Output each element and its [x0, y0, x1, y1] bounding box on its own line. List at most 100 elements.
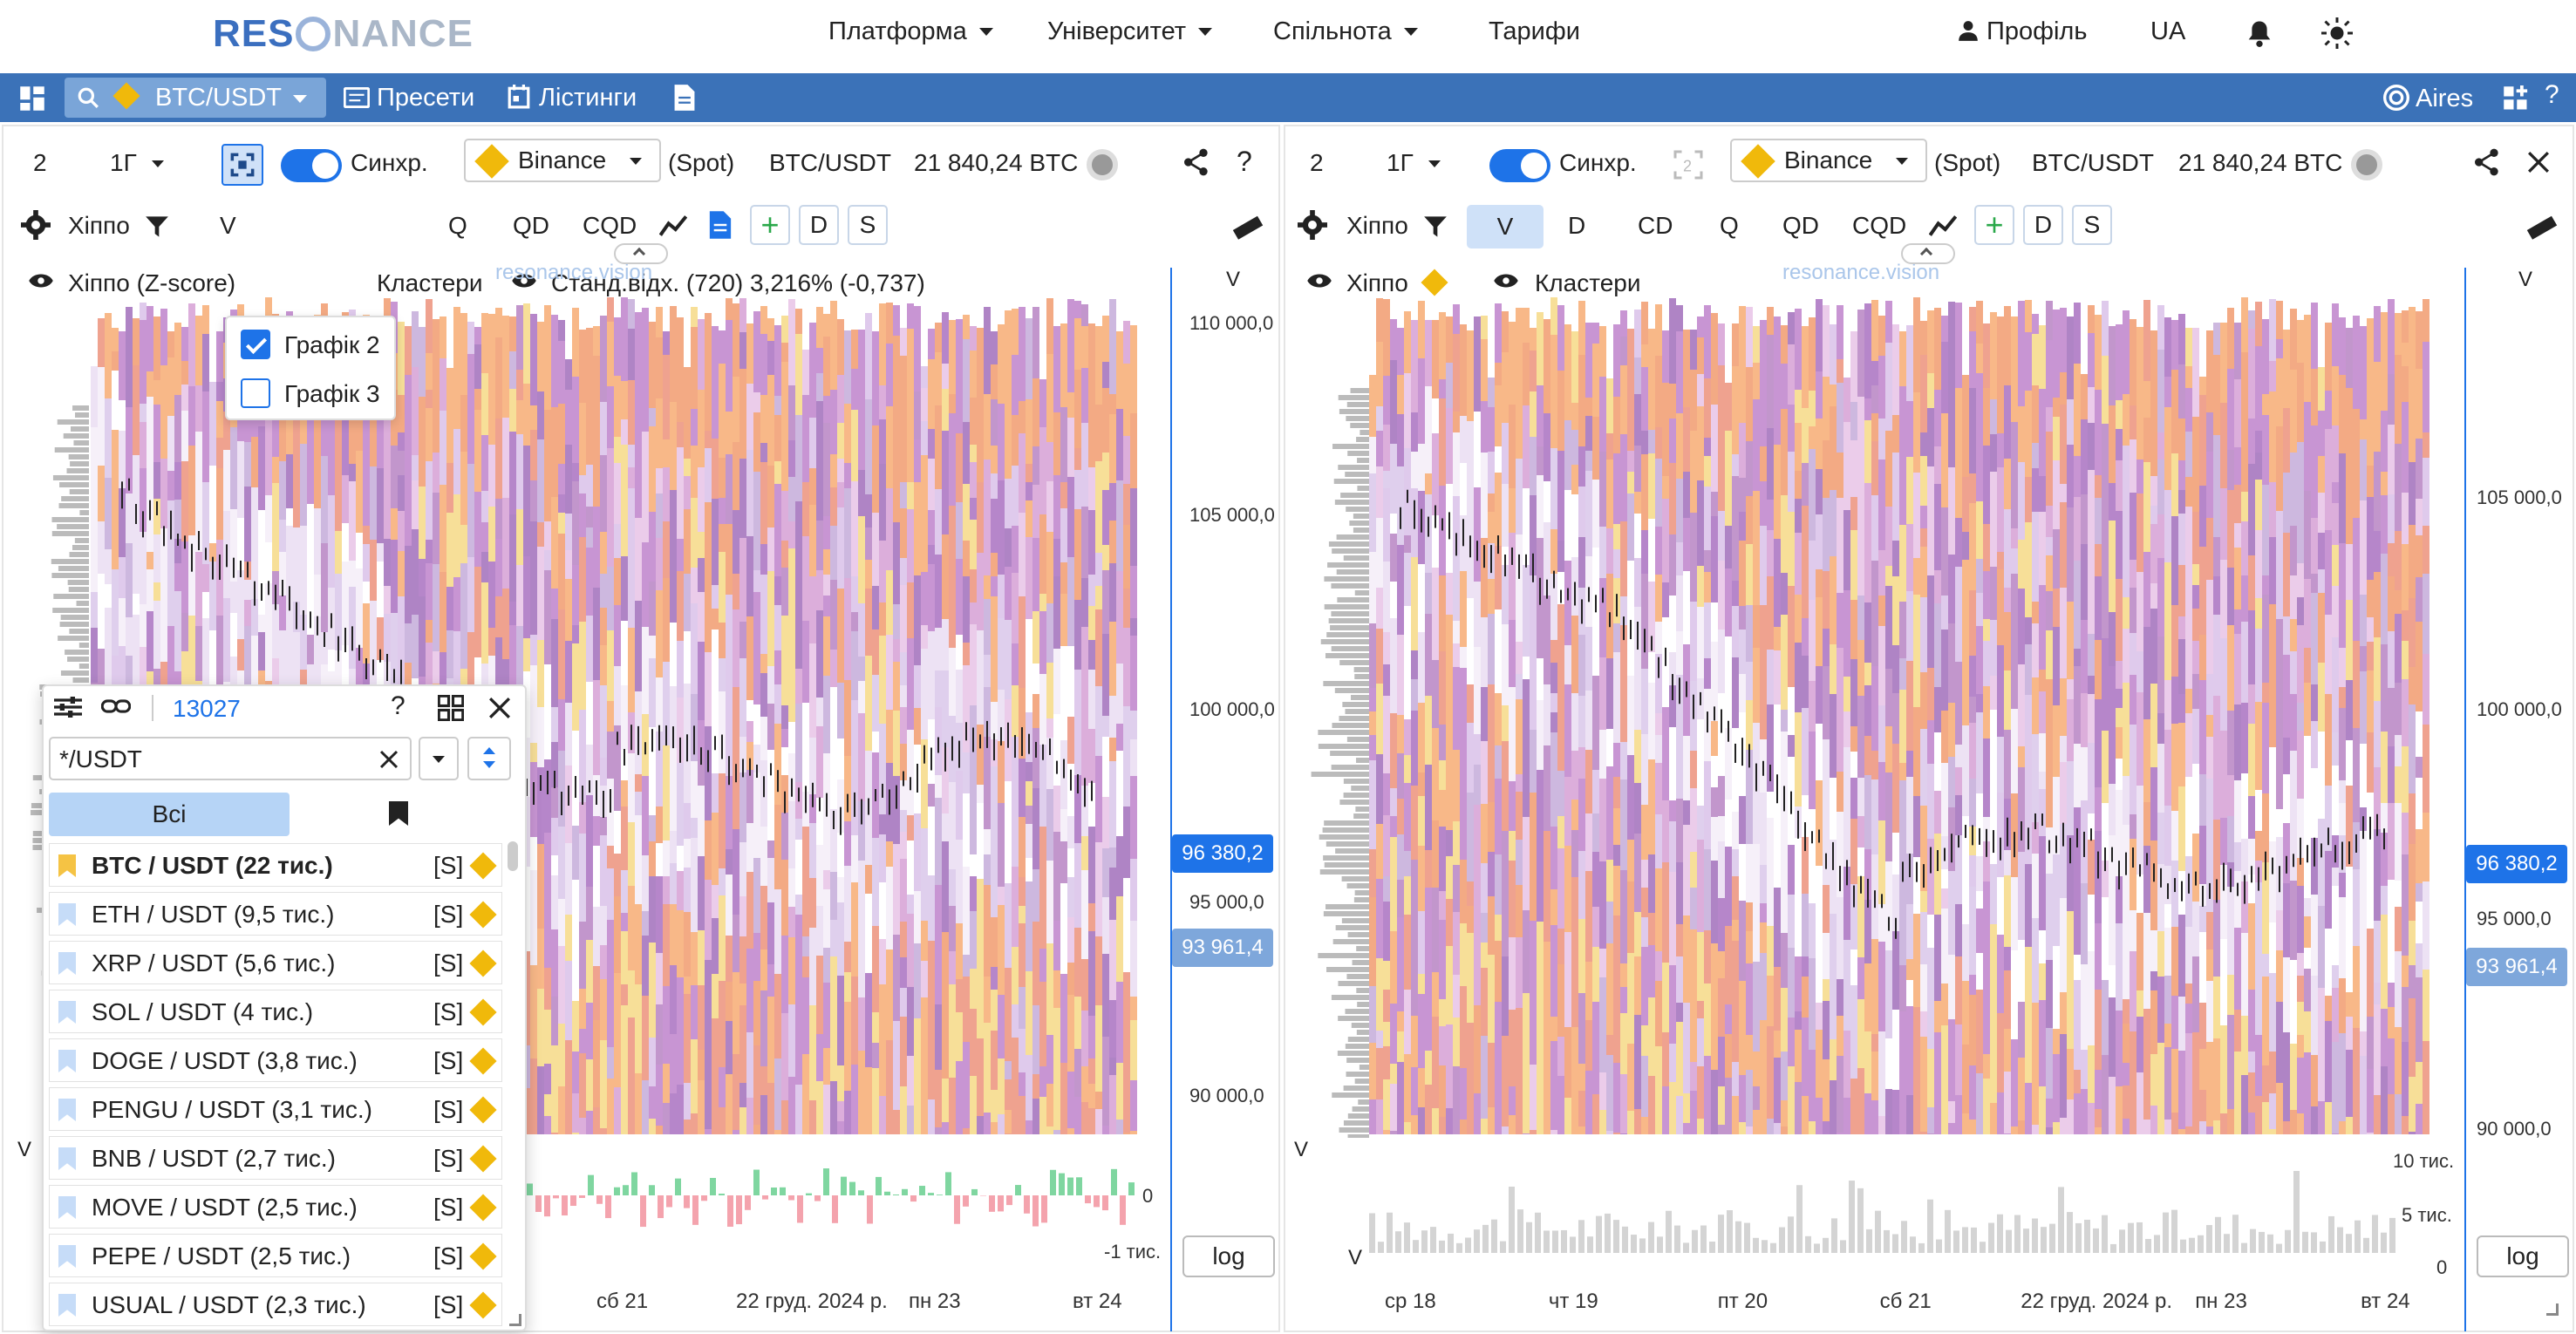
filter-icon[interactable] — [1423, 215, 1448, 238]
document-icon[interactable] — [673, 84, 696, 112]
resize-handle[interactable] — [509, 1314, 521, 1326]
log-scale-button[interactable]: log — [2477, 1235, 2569, 1277]
bookmark-tab-icon[interactable] — [389, 801, 408, 826]
sort-button[interactable] — [467, 737, 511, 780]
presets-button[interactable]: Пресети — [343, 84, 474, 112]
help-button[interactable]: ? — [391, 691, 405, 720]
bookmark-icon[interactable] — [58, 1294, 76, 1317]
sync-toggle[interactable] — [281, 149, 342, 182]
finder-id[interactable]: 13027 — [173, 695, 241, 722]
collapse-toggle[interactable] — [614, 243, 668, 264]
multi-chart-button[interactable] — [221, 144, 263, 186]
graph3-label[interactable]: Графік 3 — [284, 380, 380, 407]
eye-icon[interactable] — [1306, 271, 1332, 290]
eye-icon[interactable] — [1493, 271, 1519, 290]
symbol-row[interactable]: XRP / USDT (5,6 тис.) [S] — [49, 941, 502, 984]
symbol-row[interactable]: MOVE / USDT (2,5 тис.) [S] — [49, 1185, 502, 1229]
gear-icon[interactable] — [1298, 210, 1327, 240]
line-chart-icon[interactable] — [659, 214, 687, 238]
symbol-row[interactable]: SOL / USDT (4 тис.) [S] — [49, 990, 502, 1033]
nav-platform[interactable]: Платформа — [828, 17, 993, 46]
symbol-row[interactable]: ETH / USDT (9,5 тис.) [S] — [49, 892, 502, 936]
help-button[interactable]: ? — [1237, 146, 1252, 177]
nav-profile[interactable]: Профіль — [1957, 17, 2087, 46]
tab-all[interactable]: Всі — [49, 793, 290, 836]
clear-icon[interactable] — [378, 749, 399, 770]
bookmark-icon[interactable] — [58, 1099, 76, 1121]
d-button[interactable]: D — [2023, 205, 2063, 245]
bookmark-icon[interactable] — [58, 1001, 76, 1024]
share-icon[interactable] — [2473, 147, 2501, 177]
timeframe-selector[interactable]: 1Г — [1387, 149, 1441, 177]
mode-v[interactable]: V — [1467, 205, 1544, 248]
resonance-logo[interactable]: RES NANCE — [213, 12, 474, 55]
mode-cd[interactable]: CD — [1638, 212, 1673, 239]
layout-count[interactable]: 2 — [1310, 149, 1324, 176]
mode-cqd[interactable]: CQD — [583, 212, 637, 239]
bookmark-icon[interactable] — [58, 1050, 76, 1072]
s-button[interactable]: S — [848, 205, 888, 245]
symbol-row[interactable]: DOGE / USDT (3,8 тис.) [S] — [49, 1038, 502, 1082]
symbol-row[interactable]: BNB / USDT (2,7 тис.) [S] — [49, 1136, 502, 1180]
bookmark-icon[interactable] — [58, 1245, 76, 1268]
sliders-icon[interactable] — [54, 695, 82, 719]
close-icon[interactable] — [488, 697, 511, 719]
eye-icon[interactable] — [28, 271, 54, 290]
grid-icon[interactable] — [438, 695, 464, 721]
share-icon[interactable] — [1182, 147, 1210, 177]
mode-hippo[interactable]: Хіппо — [68, 212, 130, 239]
close-icon[interactable] — [2527, 151, 2550, 174]
sun-icon[interactable] — [2321, 17, 2353, 49]
resize-handle[interactable] — [2546, 1303, 2559, 1316]
mode-v[interactable]: V — [220, 212, 236, 239]
graph3-checkbox[interactable] — [241, 378, 270, 408]
d-button[interactable]: D — [799, 205, 839, 245]
heatmap-chart-right[interactable] — [1369, 297, 2433, 1134]
nav-community[interactable]: Спільнота — [1273, 17, 1418, 46]
gear-icon[interactable] — [21, 210, 51, 240]
bookmark-icon[interactable] — [58, 1147, 76, 1170]
layout-count[interactable]: 2 — [33, 149, 47, 176]
aires-button[interactable]: Aires — [2382, 84, 2473, 113]
mode-hippo[interactable]: Хіппо — [1346, 212, 1408, 239]
ruler-icon[interactable] — [1231, 214, 1264, 240]
add-widget-icon[interactable] — [2503, 85, 2529, 112]
ruler-icon[interactable] — [2525, 214, 2559, 240]
bookmark-icon[interactable] — [58, 854, 76, 877]
symbol-row[interactable]: PEPE / USDT (2,5 тис.) [S] — [49, 1234, 502, 1277]
exchange-selector[interactable]: Binance — [464, 139, 661, 182]
add-indicator-button[interactable]: + — [750, 205, 790, 245]
bell-icon[interactable] — [2246, 19, 2273, 47]
mode-q[interactable]: Q — [1720, 212, 1739, 239]
bookmark-icon[interactable] — [58, 952, 76, 975]
document-icon[interactable] — [708, 210, 733, 240]
symbol-search-input[interactable]: */USDT — [49, 737, 412, 780]
eye-icon[interactable] — [511, 271, 537, 290]
timeframe-selector[interactable]: 1Г — [110, 149, 164, 177]
line-chart-icon[interactable] — [1929, 214, 1957, 238]
symbol-selector[interactable]: BTC/USDT — [65, 78, 326, 118]
dashboard-icon[interactable] — [19, 85, 45, 112]
graph2-checkbox[interactable] — [241, 330, 270, 359]
link-icon[interactable] — [101, 697, 131, 716]
mode-cqd[interactable]: CQD — [1852, 212, 1907, 239]
bookmark-icon[interactable] — [58, 1196, 76, 1219]
sync-toggle[interactable] — [1489, 149, 1550, 182]
log-scale-button[interactable]: log — [1182, 1235, 1275, 1277]
nav-university[interactable]: Університет — [1047, 17, 1213, 46]
bookmark-icon[interactable] — [58, 903, 76, 926]
exchange-selector[interactable]: Binance — [1730, 139, 1927, 182]
mode-q[interactable]: Q — [448, 212, 467, 239]
scrollbar[interactable] — [508, 841, 518, 871]
filter-icon[interactable] — [145, 215, 169, 238]
mode-qd[interactable]: QD — [513, 212, 549, 239]
help-button[interactable]: ? — [2545, 80, 2559, 109]
add-indicator-button[interactable]: + — [1974, 205, 2014, 245]
collapse-toggle[interactable] — [1901, 243, 1955, 264]
symbol-row[interactable]: BTC / USDT (22 тис.) [S] — [49, 843, 502, 887]
mode-d[interactable]: D — [1568, 212, 1586, 239]
listings-button[interactable]: Лістинги — [508, 84, 637, 112]
chart-number-icon[interactable]: 2 — [1673, 149, 1704, 180]
nav-pricing[interactable]: Тарифи — [1489, 17, 1580, 45]
filter-dropdown[interactable] — [419, 737, 459, 780]
